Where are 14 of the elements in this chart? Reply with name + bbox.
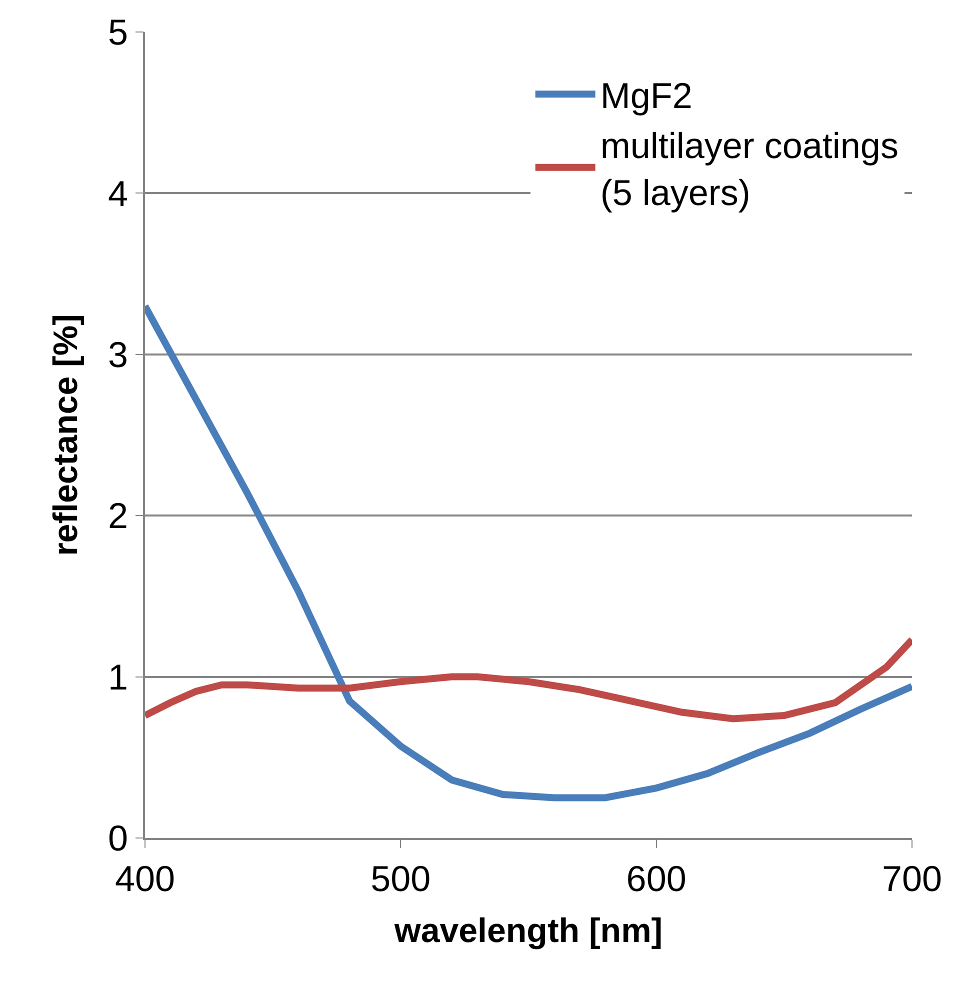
x-tick-label: 700 [882,858,942,899]
y-tick-label: 1 [108,656,128,698]
y-tick-label: 0 [108,818,128,859]
y-tick-label: 5 [108,12,128,53]
legend-label: multilayer coatings (5 layers) [600,124,898,213]
y-tick-label: 3 [108,334,128,375]
x-tick-label: 500 [370,858,431,899]
x-tick-label: 400 [114,858,176,899]
y-tick-label: 4 [108,172,128,214]
legend-label: MgF2 [600,75,692,116]
x-tick-label: 600 [626,858,686,899]
x-axis-title: wavelength [nm] [393,912,663,950]
y-tick-label: 2 [108,495,128,536]
y-axis-title: reflectance [%] [47,314,86,556]
